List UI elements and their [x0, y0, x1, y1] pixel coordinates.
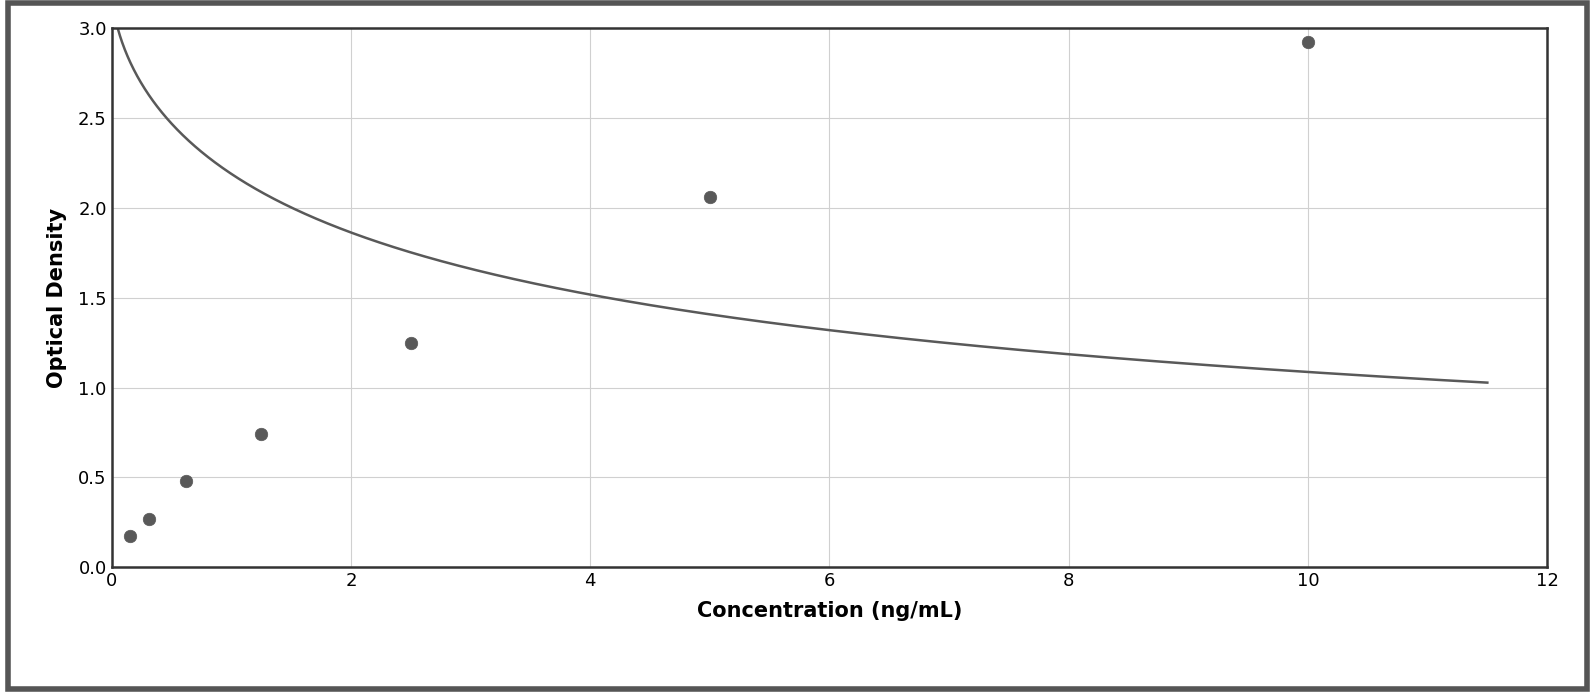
Y-axis label: Optical Density: Optical Density [46, 208, 67, 388]
Point [1295, 37, 1321, 48]
Point [249, 429, 274, 440]
Point [118, 531, 144, 542]
Point [399, 337, 424, 348]
Point [697, 191, 723, 202]
X-axis label: Concentration (ng/mL): Concentration (ng/mL) [697, 601, 962, 621]
Point [136, 513, 161, 525]
Point [174, 475, 199, 486]
